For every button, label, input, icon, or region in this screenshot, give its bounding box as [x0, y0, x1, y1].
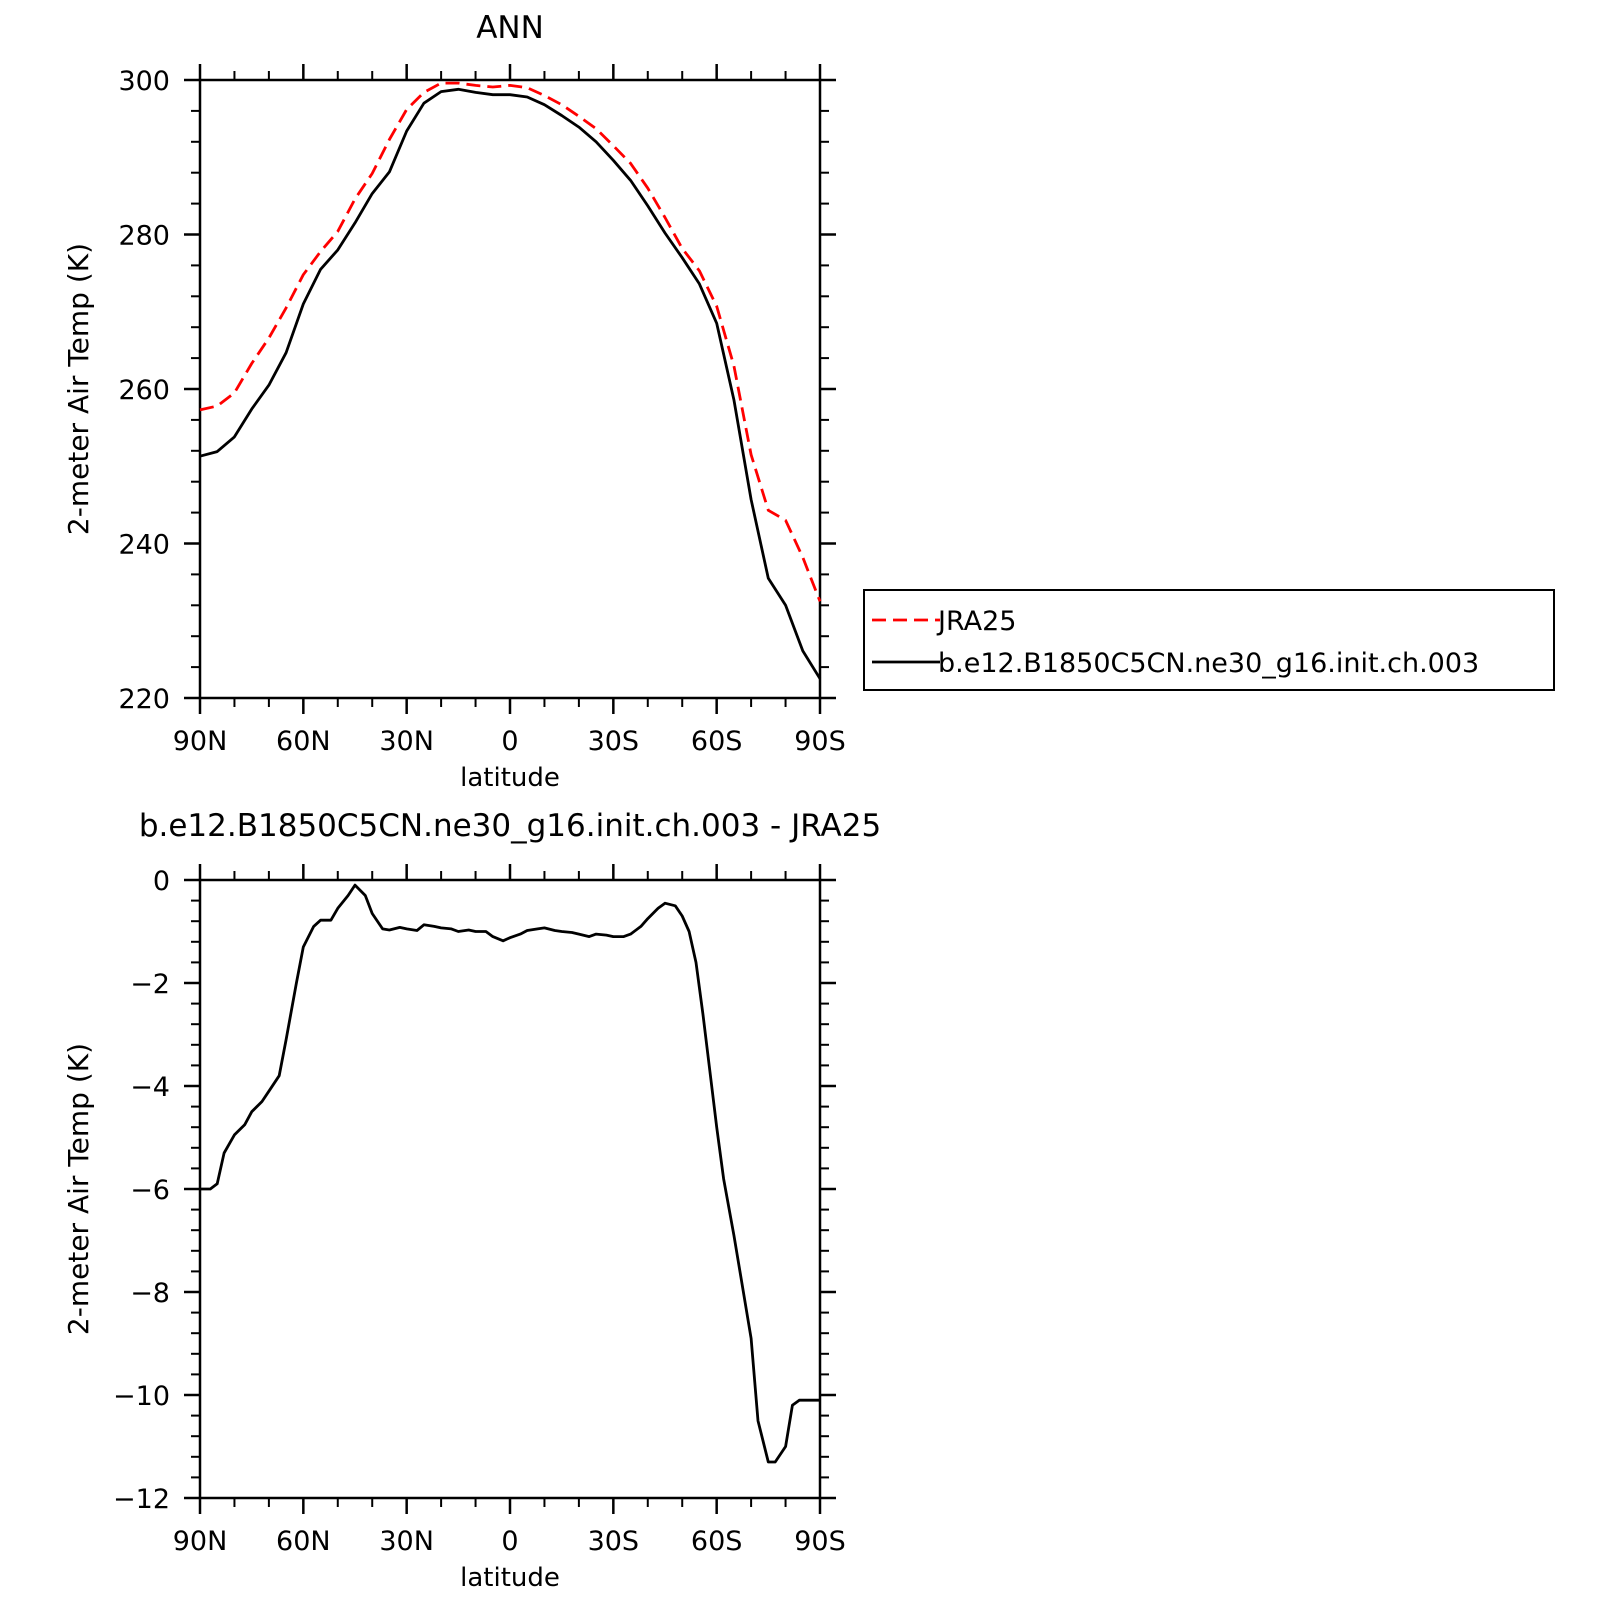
y-tick-label: 240: [118, 530, 170, 561]
legend-box: [863, 589, 1555, 691]
x-tick-label: 90S: [794, 1526, 846, 1557]
x-tick-label: 60S: [691, 726, 743, 757]
y-tick-label: 280: [118, 221, 170, 252]
y-tick-label: −8: [130, 1278, 170, 1309]
chart-title: ANN: [476, 10, 544, 46]
x-tick-label: 30N: [379, 726, 434, 757]
plot-frame: [198, 78, 822, 700]
x-tick-label: 60S: [691, 1526, 743, 1557]
y-axis-label: 2-meter Air Temp (K): [62, 243, 95, 535]
chart-panel-2: b.e12.B1850C5CN.ne30_g16.init.ch.003 - J…: [62, 808, 881, 1593]
x-tick-label: 90N: [173, 1526, 228, 1557]
legend-label: JRA25: [936, 606, 1016, 637]
x-tick-label: 30S: [588, 726, 640, 757]
x-tick-label: 60N: [276, 726, 331, 757]
x-tick-label: 60N: [276, 1526, 331, 1557]
series-line-2: [199, 87, 822, 680]
x-tick-label: 90S: [794, 726, 846, 757]
chart-title: b.e12.B1850C5CN.ne30_g16.init.ch.003 - J…: [139, 808, 881, 844]
y-tick-label: 300: [118, 66, 170, 97]
x-tick-label: 0: [501, 1526, 518, 1557]
y-axis-label: 2-meter Air Temp (K): [62, 1043, 95, 1335]
legend-label: b.e12.B1850C5CN.ne30_g16.init.ch.003: [938, 648, 1479, 679]
series-line-1: [200, 883, 820, 1464]
x-tick-label: 0: [501, 726, 518, 757]
chart-panel-1: ANN 90N 60N 30N 0 30S 60S 90S 300 280 260 240 220 lat…: [62, 10, 1555, 793]
y-tick-label: 260: [118, 375, 170, 406]
x-axis-label: latitude: [460, 1563, 560, 1593]
y-tick-label: 220: [118, 684, 170, 715]
y-tick-label: −10: [113, 1381, 170, 1412]
y-tick-label: −12: [113, 1484, 170, 1515]
y-tick-label: 0: [153, 866, 170, 897]
x-axis-label: latitude: [460, 763, 560, 793]
plot-frame: [198, 878, 822, 1500]
x-tick-label: 30S: [588, 1526, 640, 1557]
y-tick-label: −2: [130, 969, 170, 1000]
legend: JRA25 b.e12.B1850C5CN.ne30_g16.init.ch.00…: [863, 589, 1555, 691]
x-tick-label: 30N: [379, 1526, 434, 1557]
y-tick-label: −4: [130, 1072, 170, 1103]
x-tick-label: 90N: [173, 726, 228, 757]
series-line-1: [199, 81, 822, 602]
y-tick-label: −6: [130, 1175, 170, 1206]
